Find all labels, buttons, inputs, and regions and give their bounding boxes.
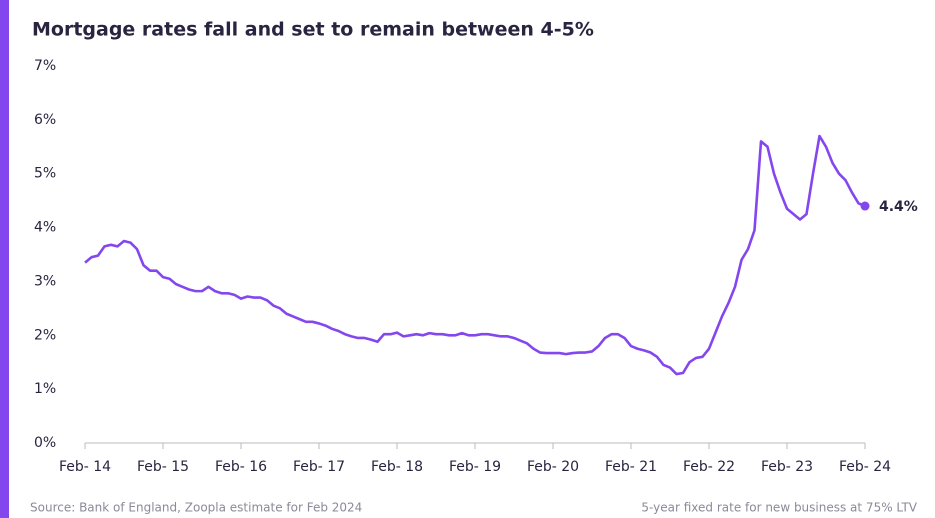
x-tick-label: Feb- 14 [59,459,111,475]
source: Source: Bank of England, Zoopla estimate… [30,501,362,515]
x-tick-label: Feb- 16 [215,459,267,475]
x-tick-label: Feb- 19 [449,459,501,475]
y-tick-label: 4% [34,220,56,236]
y-tick-label: 3% [34,273,56,289]
x-tick-label: Feb- 21 [605,459,657,475]
end-point [860,201,870,211]
y-tick-label: 1% [34,381,56,397]
note: 5-year fixed rate for new business at 75… [641,501,917,515]
x-tick-label: Feb- 15 [137,459,189,475]
x-tick-label: Feb- 24 [839,459,891,475]
y-tick-label: 2% [34,327,56,343]
x-tick-label: Feb- 20 [527,459,579,475]
chart-title: Mortgage rates fall and set to remain be… [32,19,594,41]
x-tick-label: Feb- 22 [683,459,735,475]
y-tick-label: 0% [34,435,56,451]
y-tick-label: 6% [34,112,56,128]
y-tick-label: 7% [34,58,56,74]
y-tick-label: 5% [34,166,56,182]
accent-bar [0,0,9,518]
x-tick-label: Feb- 18 [371,459,423,475]
x-tick-label: Feb- 17 [293,459,345,475]
value-label: 4.4% [879,199,918,215]
line [84,134,866,376]
x-tick-label: Feb- 23 [761,459,813,475]
